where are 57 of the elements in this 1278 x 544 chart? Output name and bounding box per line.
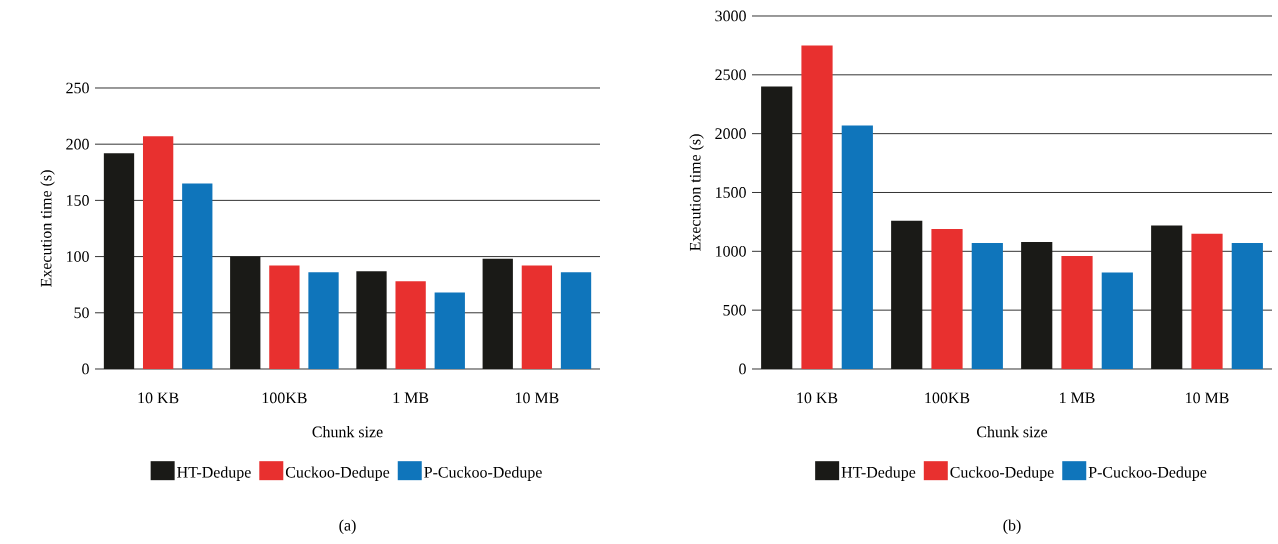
legend-label: HT-Dedupe xyxy=(177,466,251,481)
bar xyxy=(560,272,592,369)
bar xyxy=(891,220,923,369)
x-tick-label: 10 KB xyxy=(138,392,179,404)
x-tick-label: 10 MB xyxy=(515,392,559,404)
bar xyxy=(801,45,833,369)
legend-label: P-Cuckoo-Dedupe xyxy=(424,466,542,481)
y-tick-label: 1000 xyxy=(716,245,746,257)
bar xyxy=(434,292,465,369)
bar xyxy=(521,265,553,369)
bar xyxy=(230,256,261,369)
legend-label: Cuckoo-Dedupe xyxy=(285,466,390,481)
x-tick-label: 100KB xyxy=(262,392,307,404)
y-axis-title: Execution time (s) xyxy=(40,170,55,287)
x-axis-title: Chunk size xyxy=(977,426,1048,438)
x-tick-label: 10 MB xyxy=(1186,392,1229,404)
bar xyxy=(482,258,513,369)
bar xyxy=(1151,225,1183,369)
y-tick-label: 0 xyxy=(82,363,89,375)
bar xyxy=(356,271,387,369)
bar xyxy=(1191,233,1223,369)
legend-label: P-Cuckoo-Dedupe xyxy=(1088,466,1207,481)
y-tick-label: 0 xyxy=(739,363,746,375)
text: (a) xyxy=(339,519,356,534)
legend-label: Cuckoo-Dedupe xyxy=(950,466,1054,481)
bar xyxy=(1061,256,1093,369)
y-tick-label: 150 xyxy=(67,195,89,206)
text: (b) xyxy=(1003,519,1021,534)
y-tick-label: 100 xyxy=(67,251,89,262)
y-axis-title: Execution time (s) xyxy=(689,134,704,251)
x-tick-label: 1 MB xyxy=(393,392,429,404)
legend-label: HT-Dedupe xyxy=(841,466,916,481)
bar xyxy=(308,272,339,369)
y-tick-label: 250 xyxy=(66,82,89,94)
x-axis-title: Chunk size xyxy=(312,426,383,438)
x-tick-label: 100KB xyxy=(925,392,970,404)
bar xyxy=(971,243,1003,369)
y-tick-label: 50 xyxy=(74,307,89,319)
y-tick-label: 2500 xyxy=(715,69,746,81)
y-tick-label: 500 xyxy=(723,304,746,316)
y-tick-label: 200 xyxy=(66,138,89,150)
bar xyxy=(269,265,300,369)
y-tick-label: 3000 xyxy=(715,10,746,22)
bar xyxy=(761,86,793,369)
y-tick-label: 1500 xyxy=(716,187,746,198)
bar xyxy=(182,183,213,369)
bar xyxy=(103,153,135,369)
bar xyxy=(841,125,873,369)
bar xyxy=(395,281,426,369)
bar xyxy=(931,228,963,369)
x-tick-label: 10 KB xyxy=(797,392,838,404)
bar xyxy=(1021,241,1053,369)
bar xyxy=(142,136,174,369)
bar xyxy=(1101,272,1133,369)
y-tick-label: 2000 xyxy=(715,128,746,140)
bar xyxy=(1231,243,1263,369)
x-tick-label: 1 MB xyxy=(1060,392,1095,404)
